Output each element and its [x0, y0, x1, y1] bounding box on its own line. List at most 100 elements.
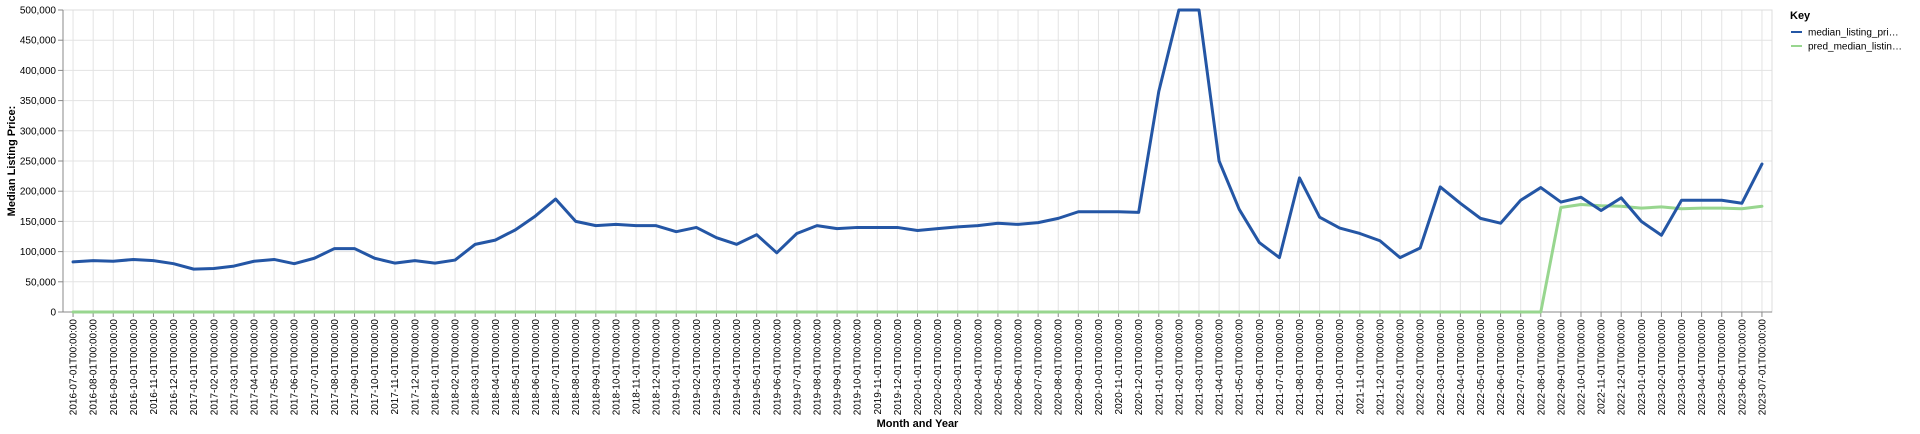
x-tick-label: 2021-03-01T00:00:00 [1194, 319, 1205, 416]
x-tick-label: 2021-04-01T00:00:00 [1215, 319, 1226, 416]
x-tick-label: 2019-01-01T00:00:00 [672, 319, 683, 416]
x-tick-label: 2023-04-01T00:00:00 [1697, 319, 1708, 416]
x-tick-label: 2020-02-01T00:00:00 [933, 319, 944, 416]
x-tick-label: 2019-04-01T00:00:00 [732, 319, 743, 416]
x-tick-label: 2017-08-01T00:00:00 [330, 319, 341, 416]
x-tick-label: 2017-03-01T00:00:00 [229, 319, 240, 416]
legend: Key median_listing_pri… pred_median_listi… [1790, 10, 1902, 53]
x-tick-label: 2017-04-01T00:00:00 [250, 319, 261, 416]
x-tick-label: 2021-01-01T00:00:00 [1154, 319, 1165, 416]
y-tick-label: 250,000 [20, 157, 57, 168]
x-tick-label: 2023-01-01T00:00:00 [1637, 319, 1648, 416]
x-tick-label: 2019-07-01T00:00:00 [792, 319, 803, 416]
y-axis-title: Median Listing Price: [6, 106, 18, 217]
x-tick-label: 2022-09-01T00:00:00 [1556, 319, 1567, 416]
x-tick-label: 2016-12-01T00:00:00 [169, 319, 180, 416]
x-tick-label: 2016-07-01T00:00:00 [69, 319, 80, 416]
y-tick-label: 0 [50, 308, 56, 319]
series-lines [71, 8, 1764, 314]
x-tick-label: 2018-06-01T00:00:00 [531, 319, 542, 416]
x-tick-label: 2017-01-01T00:00:00 [189, 319, 200, 416]
x-tick-label: 2020-12-01T00:00:00 [1134, 319, 1145, 416]
x-tick-label: 2020-09-01T00:00:00 [1074, 319, 1085, 416]
y-tick-label: 400,000 [20, 66, 57, 77]
x-tick-label: 2019-06-01T00:00:00 [772, 319, 783, 416]
x-tick-label: 2017-06-01T00:00:00 [290, 319, 301, 416]
x-tick-label: 2017-02-01T00:00:00 [209, 319, 220, 416]
y-tick-label: 500,000 [20, 6, 57, 17]
legend-title: Key [1790, 10, 1811, 22]
series-line-1 [71, 202, 1764, 314]
x-tick-label: 2020-05-01T00:00:00 [993, 319, 1004, 416]
x-tick-label: 2018-08-01T00:00:00 [571, 319, 582, 416]
y-tick-label: 50,000 [25, 277, 56, 288]
x-tick-label: 2022-10-01T00:00:00 [1576, 319, 1587, 416]
x-tick-label: 2022-01-01T00:00:00 [1396, 319, 1407, 416]
x-tick-label: 2017-12-01T00:00:00 [410, 319, 421, 416]
x-tick-label: 2022-03-01T00:00:00 [1436, 319, 1447, 416]
y-tick-label: 350,000 [20, 96, 57, 107]
x-tick-label: 2020-11-01T00:00:00 [1114, 319, 1125, 415]
x-tick-label: 2019-02-01T00:00:00 [692, 319, 703, 416]
x-tick-label: 2019-09-01T00:00:00 [833, 319, 844, 416]
x-tick-label: 2022-07-01T00:00:00 [1516, 319, 1527, 416]
series-line-0 [71, 8, 1764, 271]
x-tick-label: 2018-07-01T00:00:00 [551, 319, 562, 416]
x-tick-label: 2020-08-01T00:00:00 [1054, 319, 1065, 416]
x-tick-label: 2022-04-01T00:00:00 [1456, 319, 1467, 416]
x-tick-label: 2021-06-01T00:00:00 [1255, 319, 1266, 416]
legend-label: median_listing_pri… [1808, 28, 1899, 39]
legend-items: median_listing_pri… pred_median_listin… [1791, 28, 1902, 53]
x-tick-label: 2016-08-01T00:00:00 [89, 319, 100, 416]
x-tick-label: 2018-01-01T00:00:00 [430, 319, 441, 416]
x-tick-label: 2023-05-01T00:00:00 [1717, 319, 1728, 416]
x-tick-label: 2019-05-01T00:00:00 [752, 319, 763, 416]
x-tick-label: 2017-05-01T00:00:00 [270, 319, 281, 416]
x-tick-label: 2019-12-01T00:00:00 [893, 319, 904, 416]
x-tick-label: 2017-11-01T00:00:00 [390, 319, 401, 415]
legend-label: pred_median_listin… [1808, 42, 1902, 53]
x-tick-label: 2018-12-01T00:00:00 [652, 319, 663, 416]
x-tick-label: 2016-10-01T00:00:00 [129, 319, 140, 416]
y-tick-label: 300,000 [20, 126, 57, 137]
x-tick-label: 2016-09-01T00:00:00 [109, 319, 120, 416]
y-tick-label: 450,000 [20, 36, 57, 47]
x-tick-label: 2017-07-01T00:00:00 [310, 319, 321, 416]
x-tick-label: 2020-06-01T00:00:00 [1014, 319, 1025, 416]
gridlines [62, 9, 1773, 313]
x-tick-label: 2020-03-01T00:00:00 [953, 319, 964, 416]
x-tick-label: 2019-10-01T00:00:00 [853, 319, 864, 416]
x-tick-label: 2021-07-01T00:00:00 [1275, 319, 1286, 416]
x-tick-label: 2021-05-01T00:00:00 [1235, 319, 1246, 416]
y-tick-label: 200,000 [20, 187, 57, 198]
x-tick-label: 2019-03-01T00:00:00 [712, 319, 723, 416]
y-axis: 0 50,000 100,000 150,000 200,000 250,000 300,0… [20, 6, 64, 319]
x-tick-label: 2020-01-01T00:00:00 [913, 319, 924, 416]
x-tick-label: 2020-04-01T00:00:00 [973, 319, 984, 416]
x-tick-label: 2022-05-01T00:00:00 [1476, 319, 1487, 416]
x-tick-label: 2021-11-01T00:00:00 [1355, 319, 1366, 415]
y-tick-label: 150,000 [20, 217, 57, 228]
x-tick-label: 2018-05-01T00:00:00 [511, 319, 522, 416]
x-tick-label: 2022-02-01T00:00:00 [1416, 319, 1427, 416]
x-tick-label: 2023-03-01T00:00:00 [1677, 319, 1688, 416]
x-tick-label: 2018-11-01T00:00:00 [632, 319, 643, 415]
x-tick-label: 2016-11-01T00:00:00 [149, 319, 160, 415]
x-tick-label: 2018-03-01T00:00:00 [471, 319, 482, 416]
x-tick-label: 2019-08-01T00:00:00 [812, 319, 823, 416]
x-tick-label: 2022-11-01T00:00:00 [1597, 319, 1608, 415]
x-tick-label: 2022-06-01T00:00:00 [1496, 319, 1507, 416]
x-tick-label: 2023-07-01T00:00:00 [1757, 319, 1768, 416]
x-axis: 2016-07-01T00:00:00 2016-08-01T00:00:00 20… [63, 311, 1772, 416]
x-tick-label: 2021-10-01T00:00:00 [1335, 319, 1346, 416]
x-tick-label: 2017-09-01T00:00:00 [350, 319, 361, 416]
x-tick-label: 2021-02-01T00:00:00 [1174, 319, 1185, 416]
x-tick-label: 2021-12-01T00:00:00 [1375, 319, 1386, 416]
x-tick-label: 2022-12-01T00:00:00 [1617, 319, 1628, 416]
x-tick-label: 2018-10-01T00:00:00 [611, 319, 622, 416]
x-tick-label: 2020-10-01T00:00:00 [1094, 319, 1105, 416]
x-tick-label: 2023-02-01T00:00:00 [1657, 319, 1668, 416]
x-tick-label: 2018-04-01T00:00:00 [491, 319, 502, 416]
x-tick-label: 2017-10-01T00:00:00 [370, 319, 381, 416]
